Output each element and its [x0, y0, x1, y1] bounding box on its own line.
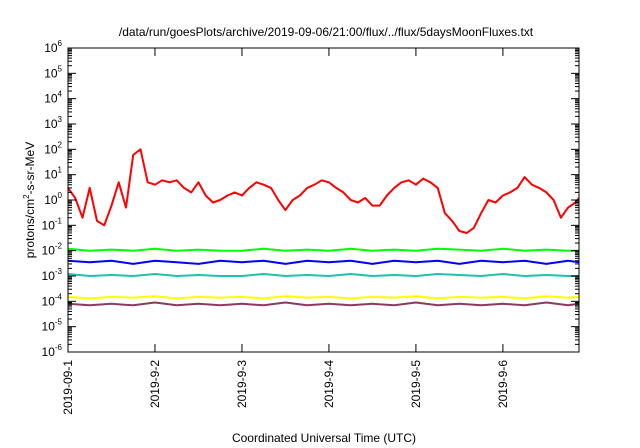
y-axis-label: protons/cm2-s-sr-MeV	[22, 142, 37, 258]
y-tick-label: 103	[44, 115, 62, 131]
x-tick-label: 2019-9-6	[496, 360, 510, 408]
x-axis-label: Coordinated Universal Time (UTC)	[232, 431, 416, 445]
y-axis-label-main: protons/cm	[23, 199, 37, 258]
x-tick-label: 2019-9-5	[409, 360, 423, 408]
y-tick-label: 10-5	[42, 318, 63, 334]
x-tick-label: 2019-9-3	[235, 360, 249, 408]
y-tick-label: 10-1	[42, 216, 63, 232]
y-tick-label: 102	[44, 140, 62, 156]
y-tick-label: 100	[44, 191, 62, 207]
y-axis-label-sup: 2	[22, 194, 31, 199]
series-layer	[67, 148, 580, 307]
y-tick-label: 101	[44, 166, 62, 182]
chart-title: /data/run/goesPlots/archive/2019-09-06/2…	[119, 25, 534, 39]
x-tick-label: 2019-9-4	[322, 360, 336, 408]
series-line-4	[67, 273, 579, 277]
y-axis: 10-6 10-5 10-4 10-3 10-2 10-1 100 101 102 103 104 1…	[42, 39, 579, 359]
series-line-1	[67, 148, 580, 234]
y-tick-label: 10-6	[42, 343, 63, 359]
series-line-2	[67, 247, 579, 252]
x-axis: 2019-09-1 2019-9-2 2019-9-3 2019-9-4 2019-9-…	[61, 48, 510, 415]
y-tick-label: 10-2	[42, 242, 63, 258]
x-tick-label: 2019-9-2	[148, 360, 162, 408]
x-tick-label: 2019-09-1	[61, 360, 75, 415]
y-tick-label: 105	[44, 64, 62, 80]
y-tick-label: 10-3	[42, 267, 63, 283]
series-line-6	[67, 301, 580, 307]
series-line-3	[67, 259, 580, 265]
y-tick-label: 106	[44, 39, 62, 55]
series-line-5	[67, 295, 580, 300]
y-tick-label: 10-4	[42, 292, 63, 308]
y-tick-label: 104	[44, 90, 62, 106]
y-axis-label-rest: -s-sr-MeV	[23, 142, 37, 195]
